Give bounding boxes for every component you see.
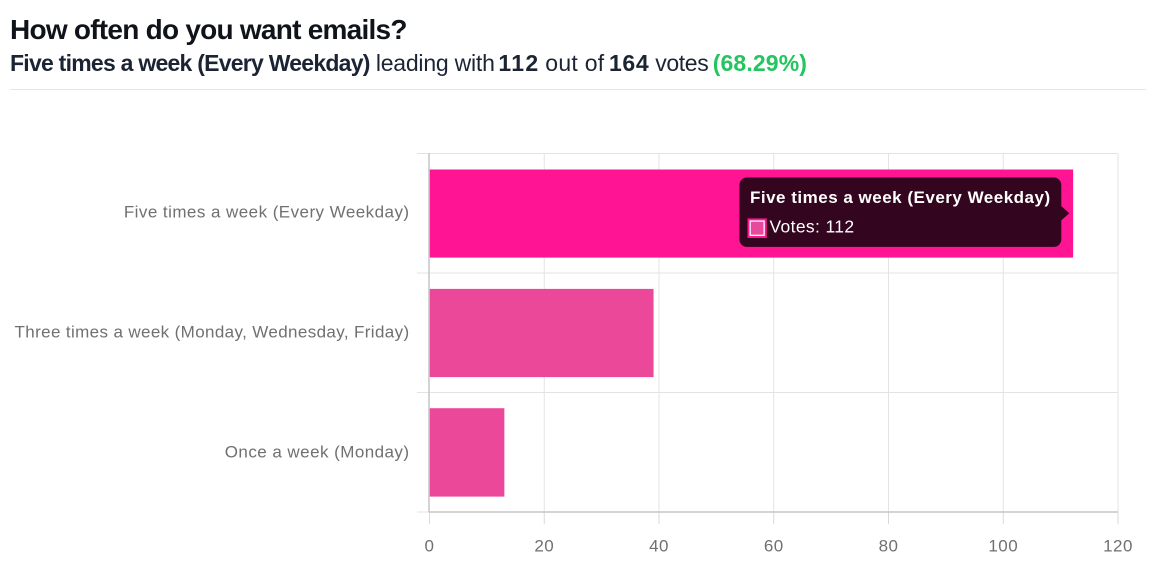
svg-text:120: 120 — [1103, 537, 1133, 556]
svg-text:0: 0 — [425, 537, 435, 556]
svg-text:80: 80 — [879, 537, 899, 556]
svg-text:Five times a week (Every Weekd: Five times a week (Every Weekday) — [750, 188, 1051, 207]
svg-text:20: 20 — [534, 537, 554, 556]
svg-text:Votes: 112: Votes: 112 — [770, 217, 855, 237]
svg-text:Three times a week (Monday, We: Three times a week (Monday, Wednesday, F… — [15, 323, 410, 342]
svg-text:100: 100 — [988, 537, 1018, 556]
svg-text:60: 60 — [764, 537, 784, 556]
svg-text:Five times a week (Every Weekd: Five times a week (Every Weekday) — [124, 202, 410, 221]
svg-text:Once a week (Monday): Once a week (Monday) — [225, 442, 410, 461]
svg-text:40: 40 — [649, 537, 669, 556]
